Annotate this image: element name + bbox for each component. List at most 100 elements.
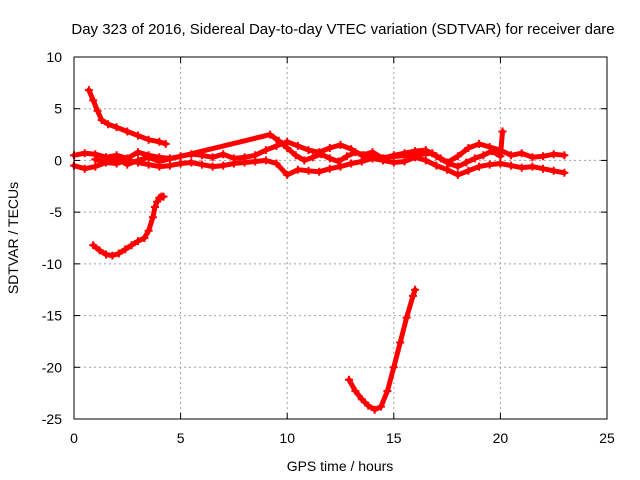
data-point	[159, 192, 168, 201]
data-point	[345, 375, 353, 384]
data-point	[144, 226, 153, 235]
series-trace	[346, 287, 418, 413]
data-point	[396, 338, 405, 347]
data-point	[91, 155, 100, 164]
data-point	[507, 161, 516, 170]
data-point	[272, 159, 281, 168]
data-point	[377, 402, 385, 411]
data-point	[144, 153, 153, 162]
data-point	[364, 401, 373, 410]
data-point	[325, 164, 334, 173]
data-point	[155, 137, 164, 146]
data-point	[291, 151, 300, 160]
data-point	[140, 234, 149, 242]
data-point	[153, 197, 162, 206]
x-tick-label: 0	[70, 430, 78, 446]
data-point	[80, 164, 89, 173]
data-point	[266, 130, 275, 139]
data-point	[445, 159, 454, 168]
data-point	[144, 135, 153, 144]
data-point	[462, 158, 471, 167]
data-point	[114, 249, 123, 258]
data-point	[304, 146, 313, 155]
series-arc-high-decay	[84, 86, 170, 148]
data-point	[336, 162, 345, 171]
data-point	[351, 148, 360, 157]
data-point	[496, 159, 505, 168]
data-point	[283, 170, 292, 179]
data-point	[549, 150, 558, 159]
series-arc-low-left	[89, 192, 168, 260]
data-point	[409, 291, 417, 300]
data-point	[357, 157, 366, 166]
data-point	[229, 159, 238, 168]
data-point	[219, 150, 228, 159]
data-point	[496, 152, 505, 161]
data-point	[507, 151, 516, 160]
data-point	[560, 151, 569, 160]
data-point	[293, 165, 302, 174]
data-point	[498, 127, 507, 136]
data-point	[560, 168, 569, 177]
data-point	[402, 313, 411, 322]
data-point	[104, 120, 113, 129]
data-point	[134, 237, 142, 246]
y-tick-label: -5	[50, 204, 63, 220]
data-point	[528, 153, 537, 162]
data-point	[475, 139, 484, 148]
data-point	[144, 160, 153, 169]
data-point	[428, 149, 437, 158]
data-point	[89, 241, 98, 250]
data-point	[432, 161, 441, 170]
data-point	[304, 166, 313, 175]
data-point	[148, 213, 157, 222]
data-point	[400, 157, 409, 166]
data-point	[443, 165, 452, 174]
y-tick-label: 0	[54, 152, 62, 168]
tick-labels: 0 5 10 15 20 25 -25 -20 -15 -10 -5 0 5 10	[42, 49, 615, 446]
data-point	[517, 149, 526, 158]
data-point	[112, 154, 121, 163]
data-point	[528, 162, 537, 171]
data-point	[470, 154, 479, 163]
data-point	[251, 157, 260, 166]
data-point	[283, 144, 292, 152]
data-point	[134, 156, 142, 165]
data-point	[453, 162, 462, 171]
data-point	[197, 160, 206, 169]
data-point	[121, 245, 130, 254]
y-tick-label: -15	[42, 308, 62, 324]
data-point	[102, 158, 110, 167]
y-tick-label: 10	[46, 49, 62, 65]
data-point	[464, 166, 473, 175]
data-point	[370, 405, 379, 414]
series-band-middle	[91, 127, 507, 171]
data-point	[293, 141, 302, 150]
data-point	[240, 158, 249, 167]
data-point	[325, 144, 334, 152]
data-point	[155, 157, 164, 166]
data-point	[368, 154, 377, 163]
data-point	[539, 164, 547, 173]
data-point	[347, 159, 356, 168]
data-point	[108, 251, 117, 260]
data-point	[317, 150, 326, 159]
data-point	[342, 152, 351, 161]
axis-ticks	[73, 56, 608, 420]
x-tick-label: 5	[177, 430, 185, 446]
data-point	[112, 123, 121, 132]
data-point	[208, 153, 217, 162]
data-point	[453, 170, 462, 179]
series-trace	[86, 87, 169, 147]
grid	[74, 57, 607, 419]
series-arc-dip-mid	[345, 285, 420, 414]
data-point	[187, 158, 196, 167]
x-tick-label: 25	[599, 430, 615, 446]
data-point	[300, 156, 309, 165]
data-point	[421, 156, 430, 165]
y-tick-label: 5	[54, 101, 62, 117]
data-point	[261, 146, 270, 155]
data-point	[95, 246, 104, 255]
data-point	[274, 136, 283, 145]
